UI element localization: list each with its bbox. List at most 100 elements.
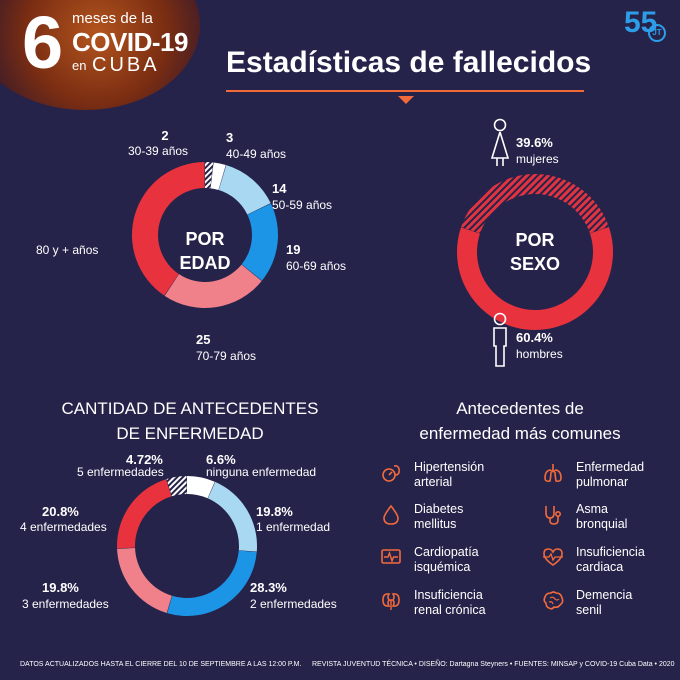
ant-label-1-text: 1 enfermedad <box>256 520 331 534</box>
age-donut-segment-1 <box>210 162 226 190</box>
ant-label-1-value: 19.8% <box>256 504 293 519</box>
stethoscope-icon <box>545 506 562 525</box>
sex-center-label: POR SEXO <box>485 228 585 276</box>
sex-donut-segment-0 <box>461 174 609 234</box>
ant-label-3-value: 19.8% <box>42 580 79 595</box>
condition-demencia: Demencia senil <box>576 588 632 618</box>
condition-diabetes: Diabetes mellitus <box>414 502 463 532</box>
age-label-40-49-text: 40-49 años <box>226 147 287 161</box>
condition-hipertension: Hipertensión arterial <box>414 460 484 490</box>
ant-label-3-text: 3 enfermedades <box>22 597 109 611</box>
condition-insuficiencia-cardiaca: Insuficiencia cardiaca <box>576 545 645 575</box>
ant-label-2-value: 28.3% <box>250 580 287 595</box>
age-donut-chart <box>132 162 278 308</box>
sex-label-men-value: 60.4% <box>516 330 553 345</box>
antecedentes-donut-segment-4 <box>117 548 172 613</box>
footer-credits: REVISTA JUVENTUD TÉCNICA • DISEÑO: Darta… <box>312 661 675 668</box>
condition-pulmonar-line-2: pulmonar <box>576 475 629 489</box>
condition-demencia-line-2: senil <box>576 603 602 617</box>
age-donut-segment-0 <box>205 162 214 189</box>
age-label-50-59-value: 14 <box>272 181 287 196</box>
condition-renal-line-1: Insuficiencia <box>414 588 483 602</box>
ant-label-5-value: 4.72% <box>126 452 163 467</box>
ant-label-2-text: 2 enfermedades <box>250 597 337 611</box>
blood-pressure-icon <box>382 465 400 482</box>
months-number: 6 <box>22 1 64 84</box>
man-icon <box>493 312 507 367</box>
condition-diabetes-line-2: mellitus <box>414 517 457 531</box>
age-label-30-39-value: 2 <box>161 128 169 143</box>
age-label-80-plus-text: 80 y + años <box>36 243 99 257</box>
condition-pulmonar-line-1: Enfermedad <box>576 460 645 474</box>
blood-drop-icon <box>383 504 399 525</box>
sex-center-line-1: POR <box>515 230 555 250</box>
age-label-50-59-text: 50-59 años <box>272 198 333 212</box>
condition-hipertension-line-2: arterial <box>414 475 453 489</box>
woman-icon <box>490 118 510 166</box>
ant-label-4-text: 4 enfermedades <box>20 520 107 534</box>
condition-insuficiencia-cardiaca-line-1: Insuficiencia <box>576 545 645 559</box>
antecedentes-count-title-line-2: DE ENFERMEDAD <box>116 424 264 443</box>
condition-renal: Insuficiencia renal crónica <box>414 588 486 618</box>
covid-caption: COVID-19 <box>72 27 188 57</box>
antecedentes-count-title: CANTIDAD DE ANTECEDENTES DE ENFERMEDAD <box>30 396 350 446</box>
sex-donut-segment-1 <box>457 226 613 330</box>
logo-badge: JT <box>648 24 666 42</box>
months-caption: meses de la <box>72 10 153 27</box>
antecedentes-donut-segment-3 <box>167 550 257 616</box>
age-label-40-49-value: 3 <box>226 130 234 145</box>
sex-center-line-2: SEXO <box>509 254 561 274</box>
ecg-monitor-icon <box>381 549 401 564</box>
condition-cardiopatia: Cardiopatía isquémica <box>414 545 479 575</box>
common-antecedentes-title-line-1: Antecedentes de <box>456 399 584 418</box>
condition-asma: Asma bronquial <box>576 502 627 532</box>
antecedentes-count-title-line-1: CANTIDAD DE ANTECEDENTES <box>61 399 319 418</box>
antecedentes-donut-chart <box>117 476 257 616</box>
sex-donut-chart <box>457 174 613 330</box>
brain-icon <box>543 591 564 610</box>
footer-update-note: DATOS ACTUALIZADOS HASTA EL CIERRE DEL 1… <box>20 661 302 668</box>
antecedentes-donut-segment-0 <box>166 476 187 497</box>
ant-label-0-text: ninguna enfermedad <box>206 465 317 479</box>
age-center-line-1: POR <box>185 229 225 249</box>
heart-pulse-icon <box>543 548 563 566</box>
ant-label-4-value: 20.8% <box>42 504 79 519</box>
age-donut-segment-2 <box>218 165 271 215</box>
jt-logo: 55 JT <box>624 6 668 42</box>
age-donut-segment-3 <box>241 203 278 281</box>
condition-renal-line-2: renal crónica <box>414 603 486 617</box>
age-label-60-69-value: 19 <box>286 242 301 257</box>
title-underline <box>226 90 584 92</box>
condition-insuficiencia-cardiaca-line-2: cardiaca <box>576 560 624 574</box>
condition-diabetes-line-1: Diabetes <box>414 502 464 516</box>
sex-label-women-value: 39.6% <box>516 135 553 150</box>
common-antecedentes-title-line-2: enfermedad más comunes <box>419 424 621 443</box>
age-label-70-79-value: 25 <box>196 332 211 347</box>
condition-cardiopatia-line-2: isquémica <box>414 560 471 574</box>
cuba-caption: CUBA <box>92 54 160 76</box>
title-arrow <box>398 96 414 104</box>
antecedentes-donut-segment-2 <box>207 481 257 552</box>
lungs-icon <box>544 464 562 482</box>
kidneys-icon <box>382 593 400 610</box>
condition-hipertension-line-1: Hipertensión <box>414 460 485 474</box>
sex-label-women-text: mujeres <box>516 152 559 166</box>
sex-label-men-text: hombres <box>516 347 563 361</box>
page-title: Estadísticas de fallecidos <box>226 46 592 79</box>
ant-label-5-text: 5 enfermedades <box>77 465 164 479</box>
age-donut-segment-5 <box>132 162 205 296</box>
condition-demencia-line-1: Demencia <box>576 588 633 602</box>
condition-cardiopatia-line-1: Cardiopatía <box>414 545 479 559</box>
condition-asma-line-1: Asma <box>576 502 608 516</box>
age-center-line-2: EDAD <box>179 253 231 273</box>
age-donut-segment-4 <box>164 264 262 308</box>
antecedentes-donut-segment-1 <box>187 476 215 499</box>
antecedentes-donut-segment-5 <box>117 479 172 549</box>
ant-label-0-value: 6.6% <box>206 452 236 467</box>
condition-pulmonar: Enfermedad pulmonar <box>576 460 644 490</box>
common-antecedentes-title: Antecedentes de enfermedad más comunes <box>380 396 660 446</box>
age-center-label: POR EDAD <box>155 227 255 275</box>
age-label-60-69-text: 60-69 años <box>286 259 347 273</box>
en-caption: en <box>72 58 87 73</box>
age-label-30-39-text: 30-39 años <box>128 144 189 158</box>
